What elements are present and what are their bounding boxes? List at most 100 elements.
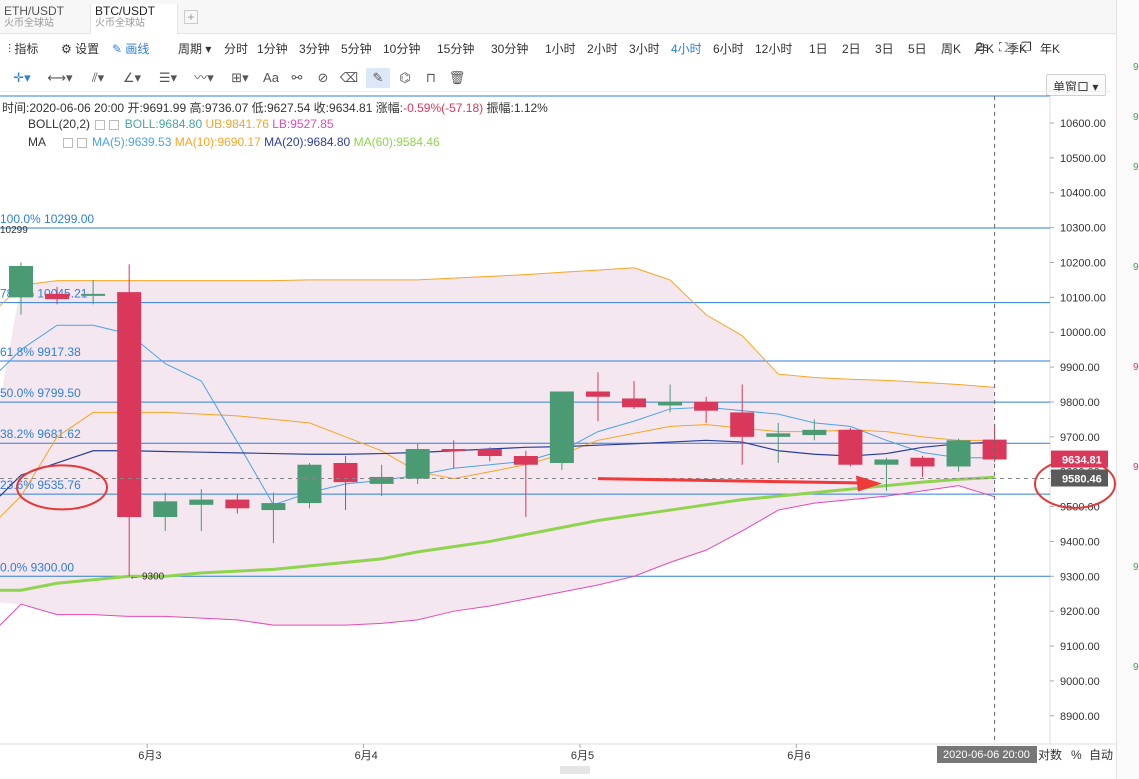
candle-body	[477, 449, 502, 457]
angle-tool-icon[interactable]: ∠▾	[122, 70, 142, 85]
interval-button[interactable]: 2日	[842, 42, 861, 56]
interval-button[interactable]: 季K	[1007, 42, 1028, 56]
interval-button[interactable]: 10分钟	[383, 42, 421, 56]
annotation-arrow-head	[856, 475, 882, 492]
tab-eth-usdt[interactable]: ETH/USDT 火币全球站	[0, 4, 88, 34]
boll-lb-value: LB:9527.85	[272, 117, 334, 131]
pencil-icon: ✎	[112, 42, 123, 56]
fib-level-label: 50.0% 9799.50	[0, 386, 81, 400]
candle-body	[261, 503, 286, 511]
interval-button[interactable]: 15分钟	[437, 42, 475, 56]
text-tool-icon[interactable]: Aa	[263, 70, 279, 85]
interval-button[interactable]: 12小时	[755, 42, 793, 56]
period-button[interactable]: 周期 ▾	[178, 40, 211, 57]
open-value: 9691.99	[142, 101, 187, 115]
price-tick-label: 10300.00	[1060, 223, 1106, 235]
popout-icon[interactable]: ❐	[1021, 40, 1032, 54]
interval-button[interactable]: 5日	[908, 42, 927, 56]
close-icon[interactable]	[109, 119, 120, 130]
side-value: 9	[1133, 462, 1139, 473]
add-tab-icon[interactable]: +	[184, 10, 198, 24]
pen-mode-icon[interactable]: ✎	[366, 68, 390, 88]
trend-line-tool-icon[interactable]: ⫽▾	[91, 70, 105, 85]
price-tick-label: 9700.00	[1060, 432, 1100, 444]
magnet-tool-icon[interactable]: ⊘	[317, 70, 329, 85]
ma-name: MA	[28, 135, 46, 149]
close-icon[interactable]	[76, 137, 87, 148]
fullscreen-icon[interactable]: ⛶	[999, 40, 1008, 54]
candle-body	[513, 456, 538, 465]
candle-body	[333, 462, 358, 483]
price-tick-label: 9900.00	[1060, 362, 1100, 374]
window-mode-select[interactable]: 单窗口 ▾	[1046, 74, 1106, 96]
side-value: 9	[1133, 62, 1139, 73]
crosshair-tool-icon[interactable]: ✛▾	[13, 70, 31, 85]
interval-button[interactable]: 周K	[941, 42, 962, 56]
settings-icon[interactable]	[62, 137, 73, 148]
ma20-value: MA(20):9684.80	[264, 135, 351, 149]
bollinger-band-fill	[0, 267, 995, 626]
candle-body	[946, 440, 971, 467]
interval-button[interactable]: 1分钟	[257, 42, 288, 56]
settings-icon[interactable]	[95, 119, 106, 130]
amplitude-value: 1.12%	[513, 101, 548, 115]
wave-tool-icon[interactable]: 〰▾	[194, 70, 214, 85]
auto-scale-toggle[interactable]: 自动	[1089, 748, 1113, 762]
candle-body	[838, 429, 863, 465]
interval-button[interactable]: 1小时	[545, 42, 576, 56]
candle-body	[225, 499, 250, 509]
ma10-line	[0, 411, 995, 518]
draw-button[interactable]: ✎ 画线	[112, 40, 149, 57]
interval-button[interactable]: 1日	[809, 42, 828, 56]
log-scale-toggle[interactable]: 对数	[1038, 747, 1062, 762]
side-value: 9	[1133, 162, 1139, 173]
interval-button[interactable]: 5分钟	[341, 42, 372, 56]
interval-button[interactable]: 3小时	[629, 42, 660, 56]
candle-body	[9, 265, 33, 298]
fib-level-label: 23.6% 9535.76	[0, 478, 81, 492]
trash-icon[interactable]: 🗑	[448, 70, 466, 85]
interval-button[interactable]: 3分钟	[299, 42, 330, 56]
candle-body	[622, 398, 647, 408]
last-price-tag	[1051, 450, 1108, 468]
gear-icon: ⚙	[61, 42, 72, 56]
ma60-line	[0, 475, 995, 592]
refresh-rate[interactable]: 2s	[976, 40, 989, 54]
ma5-value: MA(5):9639.53	[92, 135, 172, 149]
price-tick-label: 8900.00	[1060, 711, 1100, 723]
cursor-price-tag	[1051, 469, 1108, 487]
interval-button[interactable]: 分时	[224, 42, 249, 56]
candle-body	[81, 293, 106, 296]
side-value: 9	[1133, 362, 1139, 373]
interval-button[interactable]: 月K	[974, 42, 995, 56]
settings-label: 设置	[75, 42, 100, 56]
side-value: 9	[1133, 262, 1139, 273]
interval-button[interactable]: 年K	[1040, 42, 1061, 56]
interval-button[interactable]: 2小时	[587, 42, 618, 56]
fib-tool-icon[interactable]: ☰▾	[158, 70, 178, 85]
measure-tool-icon[interactable]: ⊞▾	[231, 70, 249, 85]
ma-info-line: MA MA(5):9639.53 MA(10):9690.17 MA(20):9…	[28, 135, 440, 149]
tab-symbol: BTC/USDT	[95, 4, 155, 18]
pattern-tool-icon[interactable]: ⚯	[291, 70, 303, 85]
side-value: 9	[1133, 562, 1139, 573]
lock-icon[interactable]: ⊓	[425, 70, 437, 85]
settings-button[interactable]: ⚙ 设置	[61, 40, 99, 57]
indicator-button[interactable]: ⫶ 指标	[8, 40, 38, 57]
last-price-value: 9634.81	[1062, 455, 1102, 467]
chain-tool-icon[interactable]: ⌬	[399, 70, 411, 85]
low-value: 9627.54	[266, 101, 311, 115]
percent-scale-toggle[interactable]: %	[1071, 748, 1082, 762]
eraser-tool-icon[interactable]: ⌫	[339, 70, 359, 85]
ma10-value: MA(10):9690.17	[174, 135, 261, 149]
interval-button[interactable]: 6小时	[713, 42, 744, 56]
change-label: 涨幅:	[375, 101, 404, 115]
side-value: 9	[1133, 112, 1139, 123]
interval-button[interactable]: 4小时	[671, 42, 702, 56]
interval-button[interactable]: 3日	[875, 42, 894, 56]
candle-body	[441, 449, 466, 452]
interval-button[interactable]: 30分钟	[491, 42, 529, 56]
tab-btc-usdt[interactable]: BTC/USDT 火币全球站	[90, 4, 178, 34]
horizontal-line-tool-icon[interactable]: ⟷▾	[47, 70, 73, 85]
